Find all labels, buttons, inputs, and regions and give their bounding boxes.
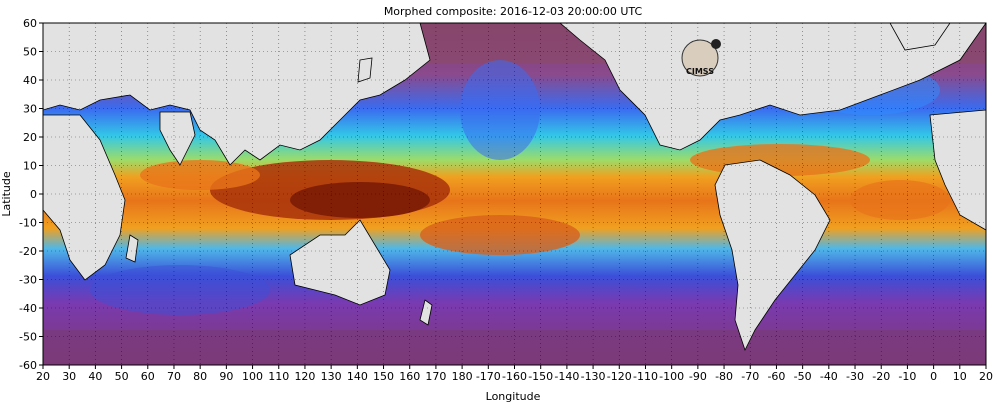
- south-indian-plume: [90, 265, 270, 315]
- y-tick-label: 50: [23, 46, 37, 59]
- new-zealand: [419, 299, 433, 326]
- north-america: [559, 23, 986, 151]
- x-tick-label: 80: [193, 370, 207, 383]
- south-america: [714, 159, 831, 352]
- y-tick-label: 20: [23, 131, 37, 144]
- japan: [357, 57, 373, 83]
- x-tick-label: 100: [242, 370, 263, 383]
- east-atlantic-wet: [850, 180, 950, 220]
- x-tick-label: -150: [528, 370, 553, 383]
- y-axis-ticks: 60 50 40 30 20 10 0 -10 -20 -30 -40 -50 -60: [19, 17, 43, 372]
- x-tick-label: 70: [167, 370, 181, 383]
- x-tick-label: -140: [554, 370, 579, 383]
- x-tick-label: 10: [953, 370, 967, 383]
- y-tick-label: 60: [23, 17, 37, 30]
- x-tick-label: 130: [321, 370, 342, 383]
- india: [159, 111, 196, 166]
- y-tick-label: -40: [19, 302, 37, 315]
- x-tick-label: 160: [399, 370, 420, 383]
- y-axis-label: Latitude: [0, 171, 13, 217]
- x-tick-label: -10: [898, 370, 916, 383]
- x-tick-label: 30: [62, 370, 76, 383]
- x-tick-label: -40: [820, 370, 838, 383]
- eurasia: [43, 23, 431, 166]
- greenland: [889, 23, 951, 51]
- y-tick-label: -50: [19, 331, 37, 344]
- x-tick-label: 110: [268, 370, 289, 383]
- x-tick-label: 140: [347, 370, 368, 383]
- x-tick-label: 50: [115, 370, 129, 383]
- logo-text: CIMSS: [686, 67, 714, 76]
- y-tick-label: 0: [30, 188, 37, 201]
- x-tick-label: -170: [476, 370, 501, 383]
- africa: [43, 114, 126, 281]
- plot-area: [43, 23, 986, 365]
- x-tick-label: 20: [36, 370, 50, 383]
- x-tick-label: 120: [294, 370, 315, 383]
- x-tick-label: -160: [502, 370, 527, 383]
- land-masses: [43, 23, 986, 352]
- y-tick-label: 30: [23, 103, 37, 116]
- x-tick-label: -80: [715, 370, 733, 383]
- x-tick-label: 90: [219, 370, 233, 383]
- y-tick-label: 10: [23, 160, 37, 173]
- y-tick-label: -10: [19, 217, 37, 230]
- x-tick-label: 170: [425, 370, 446, 383]
- x-tick-label: -70: [741, 370, 759, 383]
- x-tick-label: -30: [846, 370, 864, 383]
- x-tick-label: -90: [689, 370, 707, 383]
- pacific-plume: [460, 60, 540, 160]
- y-tick-label: -30: [19, 274, 37, 287]
- madagascar: [125, 234, 139, 263]
- x-tick-label: 20: [979, 370, 993, 383]
- x-tick-label: -120: [607, 370, 632, 383]
- x-axis-ticks: 20 30 40 50 60 70 80 90 100 110 120 130 140 150 160 170…: [36, 365, 993, 383]
- x-tick-label: -60: [767, 370, 785, 383]
- x-tick-label: 150: [373, 370, 394, 383]
- x-tick-label: 40: [88, 370, 102, 383]
- x-tick-label: -50: [794, 370, 812, 383]
- x-tick-label: -20: [872, 370, 890, 383]
- y-tick-label: 40: [23, 74, 37, 87]
- y-tick-label: -20: [19, 245, 37, 258]
- y-tick-label: -60: [19, 359, 37, 372]
- x-tick-label: 60: [141, 370, 155, 383]
- x-tick-label: -110: [633, 370, 658, 383]
- gridlines: [43, 23, 986, 365]
- spcz-band: [420, 215, 580, 255]
- warm-pool-core: [290, 182, 430, 218]
- x-tick-label: 180: [452, 370, 473, 383]
- cimss-logo: CIMSS: [681, 39, 721, 77]
- australia: [289, 219, 391, 306]
- x-tick-label: 0: [930, 370, 937, 383]
- x-tick-label: -130: [581, 370, 606, 383]
- x-axis-label: Longitude: [486, 390, 541, 403]
- x-tick-label: -100: [659, 370, 684, 383]
- map-title: Morphed composite: 2016-12-03 20:00:00 U…: [384, 5, 643, 18]
